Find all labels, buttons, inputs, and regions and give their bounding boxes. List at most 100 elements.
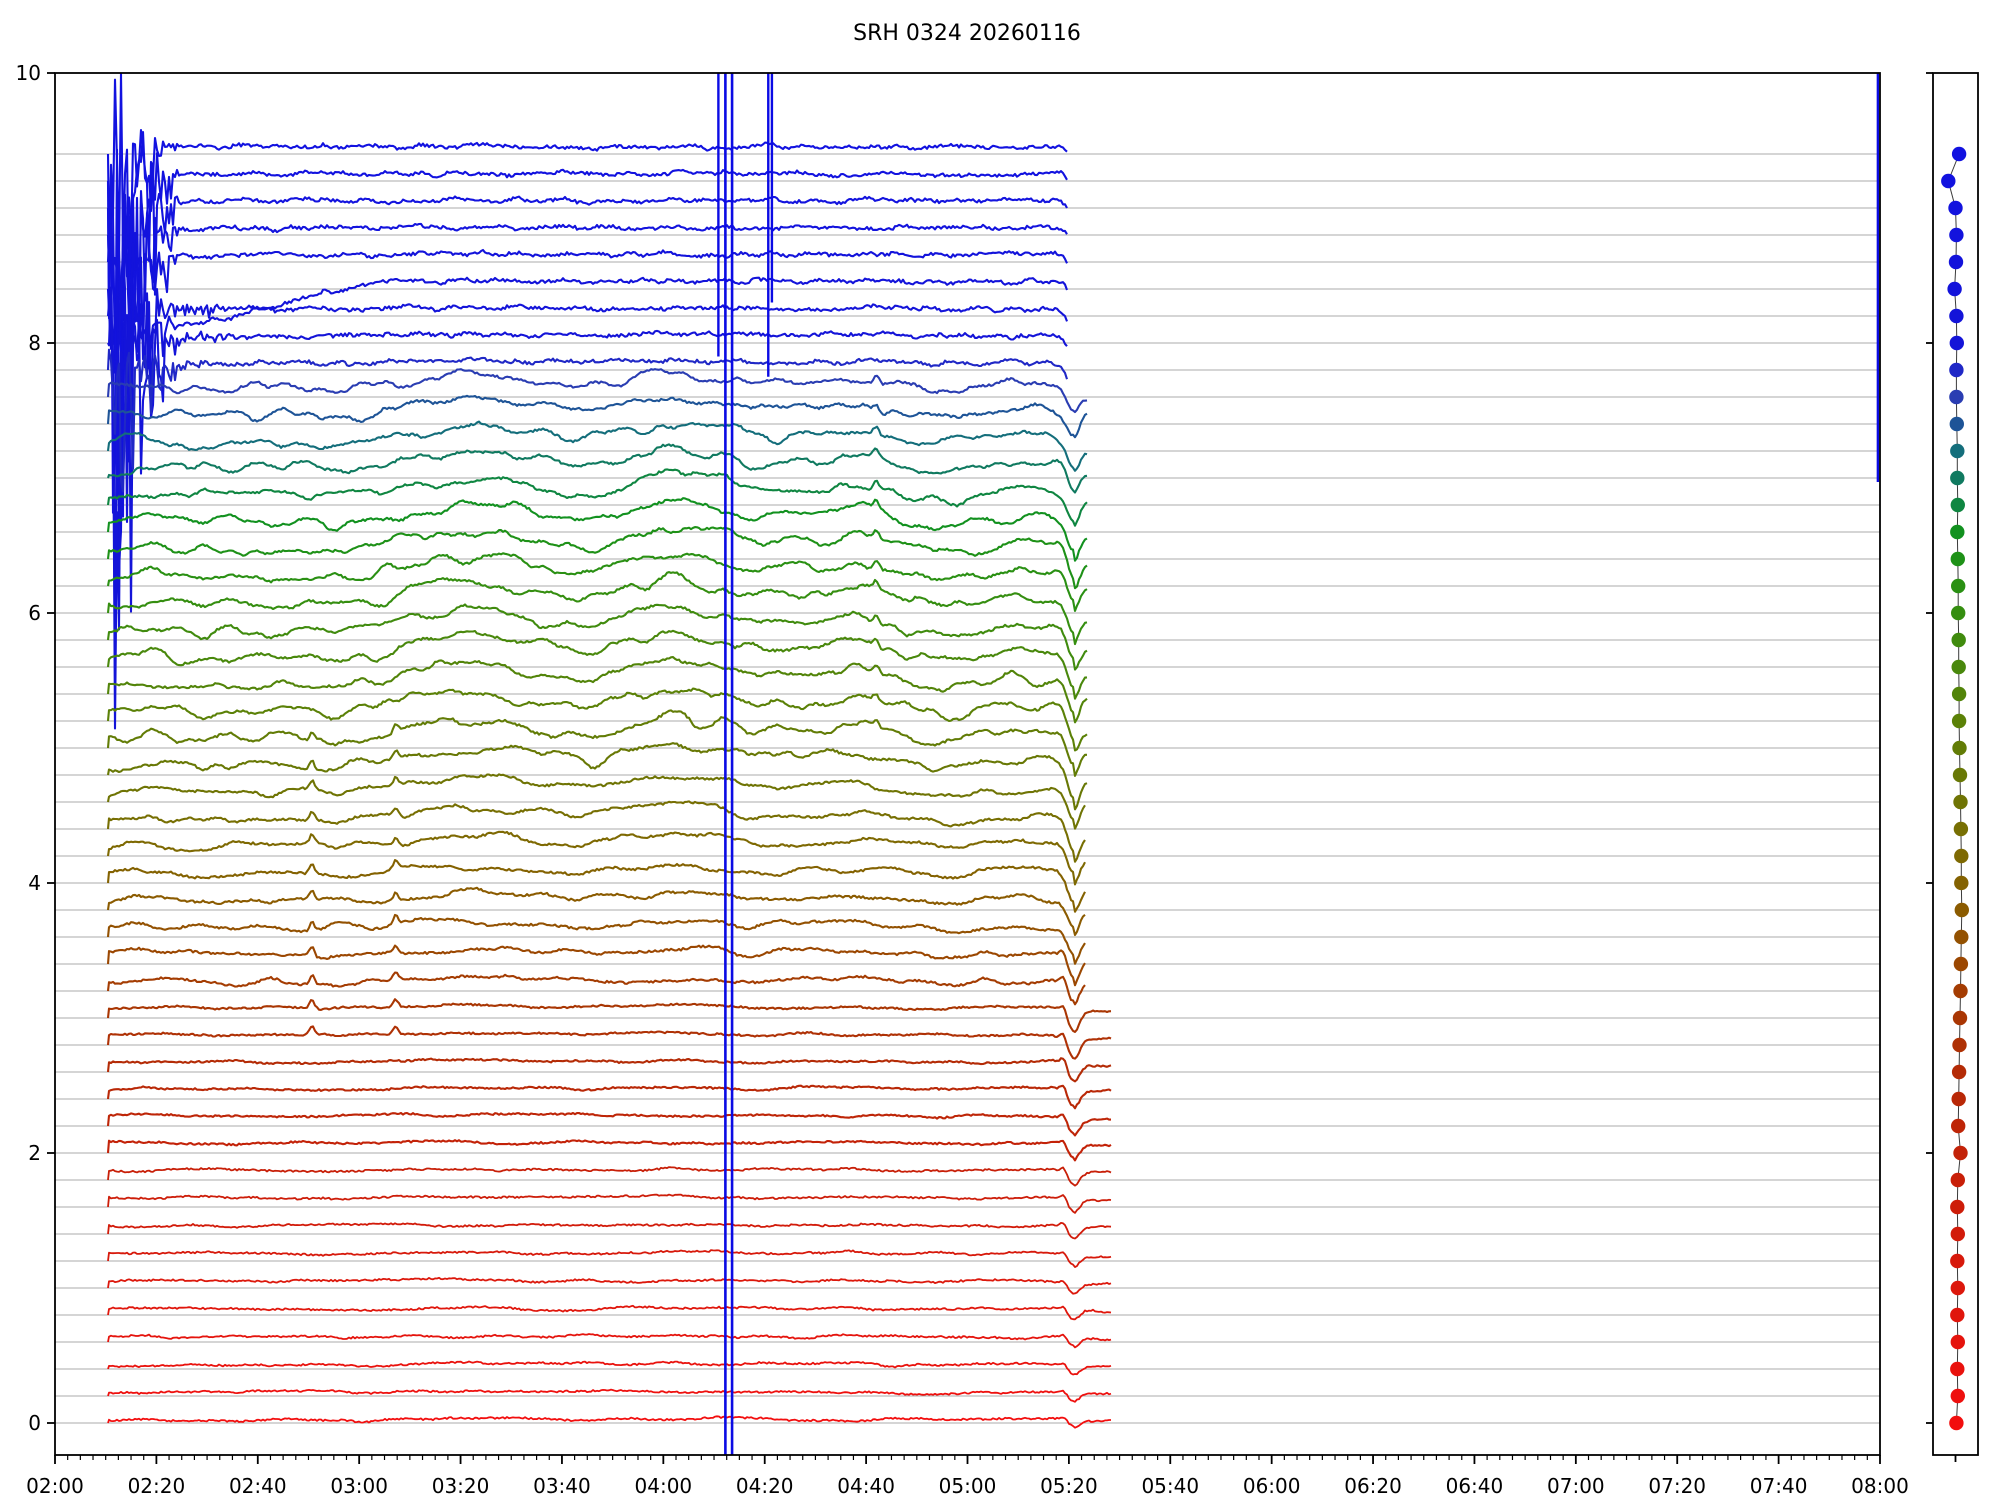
channel-mean-dot-ch7 <box>1949 335 1965 351</box>
spike-layer <box>717 73 1880 1455</box>
channel-mean-dot-ch34 <box>1951 1064 1967 1080</box>
trace-line-ch42 <box>107 1276 1112 1295</box>
channel-mean-dot-ch40 <box>1950 1226 1966 1242</box>
channel-mean-dot-ch43 <box>1950 1307 1965 1323</box>
channel-mean-dot-ch27 <box>1954 875 1969 891</box>
channel-mean-dot-ch16 <box>1951 578 1966 594</box>
channel-mean-dot-ch19 <box>1951 659 1966 675</box>
channel-mean-dot-ch24 <box>1953 794 1968 810</box>
trace-line-ch12 <box>107 443 1088 494</box>
channel-mean-dot-ch3 <box>1949 227 1964 243</box>
trace-line-ch23 <box>106 742 1088 811</box>
trace-line-ch46 <box>107 1388 1112 1403</box>
trace-line-ch1 <box>106 73 1068 320</box>
channel-mean-dot-ch37 <box>1953 1145 1968 1161</box>
trace-line-ch38 <box>107 1166 1112 1187</box>
x-tick-label: 04:20 <box>736 1474 794 1498</box>
trace-line-ch43 <box>107 1304 1112 1321</box>
channel-mean-dot-ch5 <box>1947 281 1962 297</box>
trace-line-ch39 <box>107 1193 1112 1214</box>
trace-line-ch27 <box>106 859 1086 913</box>
trace-line-ch36 <box>106 1111 1111 1137</box>
channel-mean-dot-ch25 <box>1953 821 1969 837</box>
axes-layer: 0 2 4 6 8 10 02:00 02:20 02:40 03:00 03:20 03:40 04:… <box>16 61 1909 1498</box>
x-tick-label: 04:00 <box>635 1474 693 1498</box>
channel-mean-dot-ch39 <box>1950 1199 1965 1215</box>
channel-mean-dot-ch28 <box>1954 902 1970 918</box>
trace-line-ch10 <box>106 394 1088 439</box>
x-tick-label: 05:20 <box>1040 1474 1098 1498</box>
channel-mean-dot-ch22 <box>1952 740 1967 756</box>
channel-mean-dot-ch29 <box>1954 929 1969 945</box>
x-tick-label: 08:00 <box>1851 1474 1909 1498</box>
trace-line-ch47 <box>107 1415 1111 1429</box>
trace-line-ch2 <box>106 162 1068 518</box>
trace-line-ch37 <box>106 1139 1112 1162</box>
x-tick-label: 06:00 <box>1243 1474 1301 1498</box>
channel-mean-dot-ch14 <box>1950 524 1965 540</box>
trace-line-ch30 <box>106 944 1086 987</box>
channel-mean-dot-ch2 <box>1948 200 1963 216</box>
y-tick-label: 8 <box>28 331 41 355</box>
x-tick-label: 07:40 <box>1750 1474 1808 1498</box>
trace-line-ch45 <box>107 1360 1112 1376</box>
channel-mean-dot-ch42 <box>1950 1280 1966 1296</box>
trace-line-ch26 <box>106 830 1086 886</box>
trace-line-ch9 <box>106 368 1088 414</box>
channel-mean-dot-ch13 <box>1950 497 1966 513</box>
channel-mean-dot-ch31 <box>1953 983 1968 999</box>
trace-line-ch18 <box>106 603 1088 671</box>
channel-mean-dot-ch4 <box>1948 254 1964 270</box>
channel-mean-dot-ch46 <box>1950 1388 1966 1404</box>
x-tick-label: 03:40 <box>533 1474 591 1498</box>
x-tick-label: 02:00 <box>26 1474 84 1498</box>
trace-line-ch8 <box>106 348 1069 493</box>
trace-line-ch31 <box>106 971 1086 1006</box>
y-tick-label: 2 <box>28 1141 41 1165</box>
trace-line-ch4 <box>106 192 1068 531</box>
trace-line-ch14 <box>106 497 1088 562</box>
trace-layer <box>106 73 1112 1429</box>
trace-line-ch44 <box>107 1333 1112 1349</box>
trace-line-ch40 <box>107 1222 1112 1240</box>
channel-mean-dot-ch36 <box>1951 1118 1966 1134</box>
channel-mean-dot-ch44 <box>1950 1334 1966 1350</box>
trace-line-ch24 <box>106 773 1086 830</box>
trace-line-ch35 <box>106 1084 1112 1110</box>
plot-title: SRH 0324 20260116 <box>853 21 1081 46</box>
y-tick-label: 6 <box>28 601 41 625</box>
x-tick-label: 02:20 <box>128 1474 186 1498</box>
x-tick-label: 03:00 <box>330 1474 388 1498</box>
channel-mean-dot-ch6 <box>1949 308 1964 324</box>
channel-mean-panel <box>1926 72 1979 1462</box>
channel-mean-dot-ch32 <box>1952 1010 1968 1026</box>
channel-mean-dot-ch0 <box>1951 146 1967 162</box>
trace-line-ch41 <box>107 1249 1112 1268</box>
x-tick-label: 07:00 <box>1547 1474 1605 1498</box>
trace-line-ch0 <box>106 129 1068 514</box>
channel-mean-dot-ch47 <box>1949 1415 1964 1431</box>
channel-mean-dot-ch21 <box>1951 713 1967 729</box>
trace-line-ch21 <box>106 687 1088 752</box>
channel-mean-dot-ch10 <box>1949 416 1965 432</box>
channel-mean-dot-ch17 <box>1951 605 1966 621</box>
trace-line-ch33 <box>106 1025 1112 1060</box>
trace-line-ch6 <box>106 246 1068 670</box>
trace-line-ch34 <box>106 1057 1112 1083</box>
x-tick-label: 06:40 <box>1446 1474 1504 1498</box>
channel-mean-dot-ch38 <box>1950 1172 1966 1188</box>
grid-layer <box>55 153 1880 1424</box>
trace-line-ch20 <box>106 656 1088 724</box>
trace-line-ch25 <box>106 800 1086 863</box>
y-tick-label: 0 <box>28 1411 41 1435</box>
channel-mean-dot-ch23 <box>1952 767 1968 783</box>
channel-mean-dot-ch1 <box>1941 173 1956 189</box>
channel-mean-dot-ch18 <box>1951 632 1966 648</box>
channel-mean-dot-ch12 <box>1950 470 1965 486</box>
channel-mean-dot-ch11 <box>1950 443 1965 459</box>
channel-mean-dot-ch30 <box>1953 956 1969 972</box>
channel-mean-dot-ch26 <box>1954 848 1969 864</box>
trace-line-ch15 <box>106 526 1088 590</box>
channel-mean-dot-ch35 <box>1951 1091 1966 1107</box>
